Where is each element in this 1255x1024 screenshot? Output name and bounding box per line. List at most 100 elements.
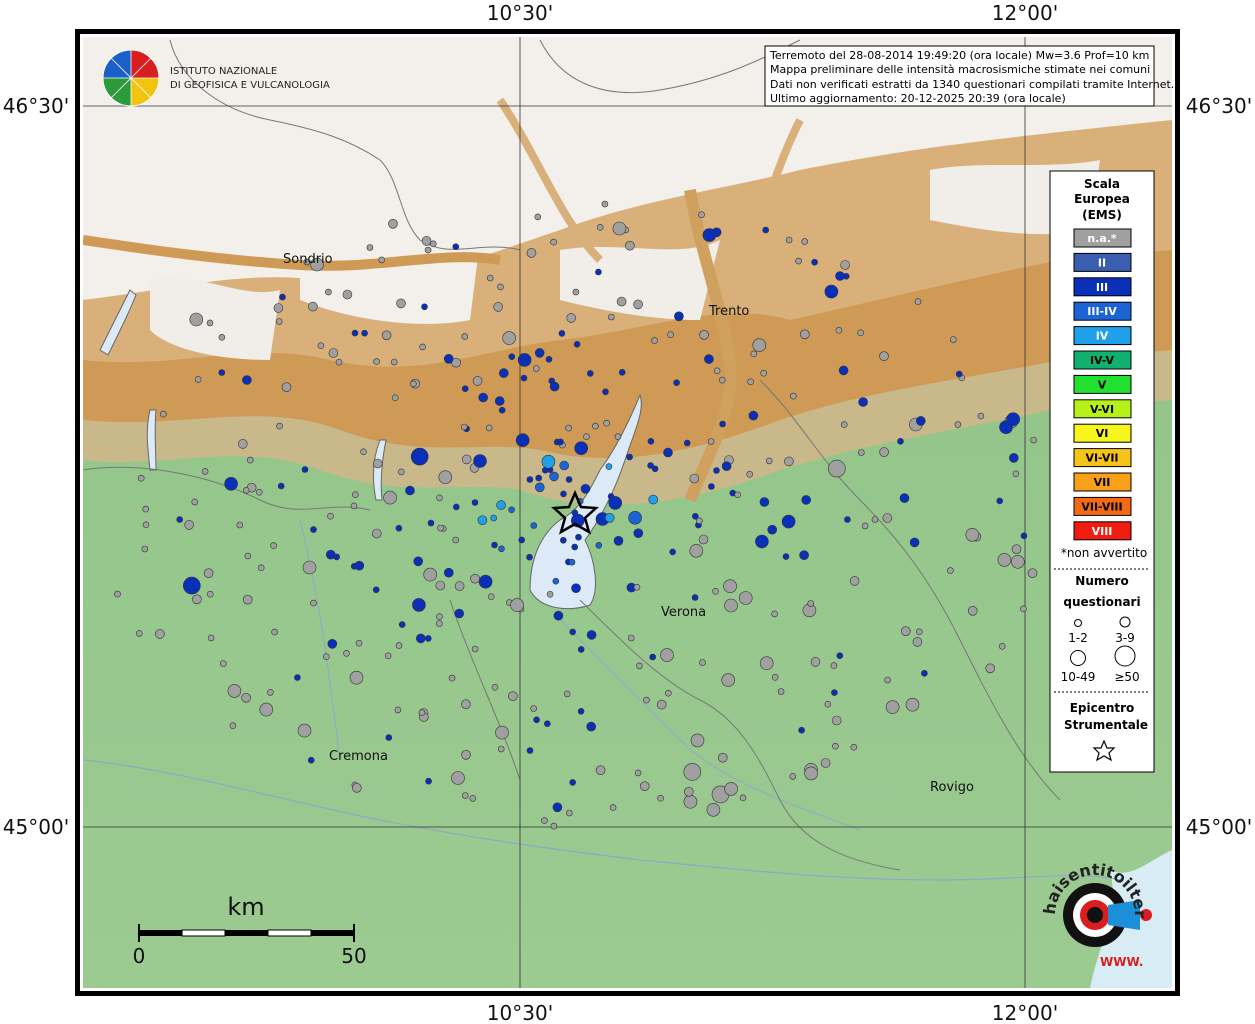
intensity-point	[342, 289, 353, 300]
intensity-point	[229, 722, 237, 730]
intensity-point	[534, 213, 542, 221]
intensity-point	[413, 556, 424, 567]
intensity-point	[840, 260, 850, 270]
legend-level-label-2: III	[1096, 281, 1108, 294]
intensity-point	[469, 795, 477, 802]
intensity-point	[271, 628, 278, 636]
intensity-point	[633, 583, 641, 591]
intensity-point	[949, 336, 957, 343]
size-symbol-3-9	[1119, 616, 1131, 628]
intensity-point	[955, 370, 963, 378]
intensity-point	[627, 634, 635, 642]
intensity-point	[526, 553, 533, 561]
intensity-point	[704, 354, 714, 364]
intensity-point	[502, 331, 517, 345]
intensity-point	[508, 506, 515, 514]
intensity-point	[577, 707, 585, 715]
intensity-point	[1020, 532, 1028, 540]
intensity-point	[921, 669, 928, 677]
legend-level-label-5: IV-V	[1090, 354, 1115, 367]
intensity-point	[785, 236, 793, 244]
intensity-point	[517, 353, 532, 367]
intensity-point	[1011, 544, 1022, 555]
legend-swatch-7	[1073, 399, 1132, 419]
intensity-point	[613, 535, 624, 546]
scale-start: 0	[133, 944, 146, 968]
intensity-point	[372, 586, 380, 594]
intensity-point	[884, 676, 891, 684]
info-line-3: Dati non verificati estratti da 1340 que…	[770, 78, 1174, 91]
intensity-point	[472, 376, 483, 386]
intensity-point	[691, 594, 699, 601]
intensity-point	[1030, 436, 1037, 444]
intensity-point	[954, 421, 962, 428]
intensity-point	[608, 496, 623, 510]
intensity-point	[724, 598, 738, 613]
intensity-point	[515, 433, 530, 448]
intensity-point	[549, 381, 560, 392]
legend-level-label-3: III-IV	[1087, 305, 1117, 318]
intensity-point	[669, 548, 677, 556]
intensity-point	[571, 543, 579, 551]
intensity-point	[541, 454, 556, 469]
intensity-point	[738, 591, 753, 605]
intensity-point	[508, 691, 518, 702]
scale-end: 50	[341, 944, 366, 968]
intensity-point	[858, 397, 868, 407]
intensity-point	[557, 438, 564, 446]
intensity-point	[583, 433, 590, 441]
intensity-point	[224, 476, 238, 491]
intensity-point	[308, 301, 318, 312]
legend-title-1: Scala	[1084, 177, 1120, 191]
intensity-point	[478, 574, 493, 589]
intensity-point	[596, 224, 604, 231]
intensity-point	[415, 633, 426, 644]
intensity-point	[391, 394, 399, 402]
intensity-point	[405, 485, 415, 496]
intensity-point	[1020, 605, 1027, 613]
intensity-point	[689, 543, 704, 558]
intensity-point	[824, 284, 839, 299]
intensity-point	[384, 652, 392, 660]
intensity-point	[207, 634, 215, 642]
intensity-point	[565, 424, 572, 432]
size-label-50plus: ≥50	[1114, 670, 1139, 684]
legend-swatch-8	[1073, 423, 1132, 443]
city-labels: Sondrio Trento Verona Cremona Rovigo	[283, 252, 974, 795]
ingv-logo: ISTITUTO NAZIONALE DI GEOFISICA E VULCAN…	[102, 49, 330, 107]
intensity-point	[565, 476, 573, 483]
intensity-point	[388, 219, 398, 229]
epicenter-star	[550, 489, 600, 535]
terrain	[83, 37, 1172, 988]
intensity-point	[915, 416, 926, 426]
intensity-point	[297, 723, 312, 738]
intensity-point	[535, 474, 543, 482]
intensity-point	[454, 581, 465, 591]
intensity-point	[967, 605, 978, 616]
intensity-point	[241, 692, 251, 703]
intensity-point	[487, 593, 495, 601]
intensity-point	[470, 573, 480, 584]
intensity-point	[580, 483, 591, 494]
intensity-point	[541, 817, 548, 824]
intensity-point	[577, 646, 585, 653]
intensity-point	[328, 348, 339, 358]
intensity-point	[713, 367, 721, 375]
intensity-point	[559, 460, 570, 471]
intensity-point	[723, 579, 737, 594]
intensity-point	[436, 494, 443, 502]
intensity-point	[1006, 412, 1021, 427]
intensity-point	[996, 497, 1004, 505]
intensity-point	[137, 474, 145, 482]
intensity-point	[571, 509, 579, 517]
ingv-name-line2: DI GEOFISICA E VULCANOLOGIA	[170, 80, 330, 91]
legend-swatch-6	[1073, 374, 1132, 394]
intensity-point	[586, 721, 597, 732]
lat-label-left-top: 46°30'	[3, 94, 69, 118]
intensity-point	[383, 490, 397, 505]
intensity-point	[905, 697, 920, 712]
intensity-point	[835, 271, 845, 281]
intensity-point	[721, 673, 736, 687]
intensity-point	[385, 734, 393, 741]
